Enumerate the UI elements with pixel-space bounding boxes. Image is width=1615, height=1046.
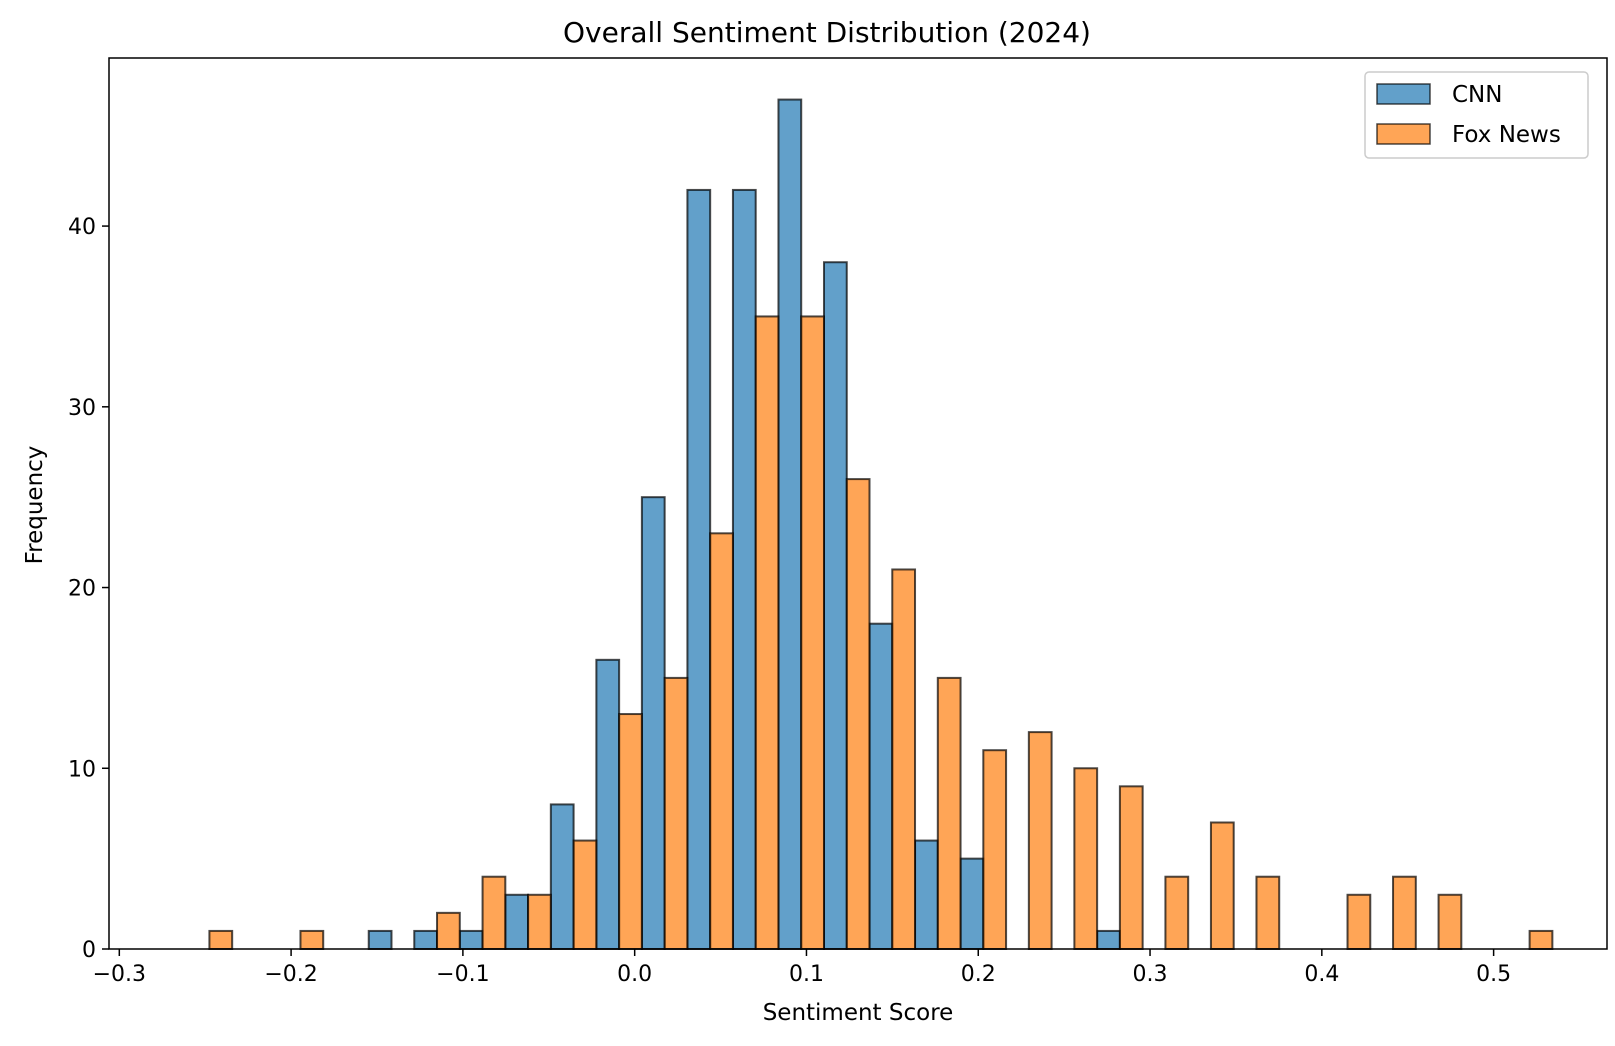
bar-cnn-12 bbox=[731, 188, 757, 950]
bars-layer bbox=[208, 98, 1554, 951]
bar-fox-news-18 bbox=[1027, 731, 1053, 950]
bar-fox-news-11 bbox=[709, 532, 734, 950]
legend: CNN Fox News bbox=[1364, 71, 1589, 159]
bar-cnn-5 bbox=[413, 929, 439, 950]
bar-fox-news-17 bbox=[982, 749, 1008, 951]
y-tick-label: 20 bbox=[68, 577, 96, 602]
bar-cnn-13 bbox=[777, 98, 803, 950]
x-tick-label: 0.1 bbox=[789, 962, 824, 987]
y-tick-label: 0 bbox=[82, 938, 96, 963]
bar-fox-news-10 bbox=[663, 676, 689, 951]
bar-fox-news-21 bbox=[1164, 875, 1190, 951]
bar-fox-news-6 bbox=[481, 875, 507, 951]
bar-cnn-4 bbox=[367, 929, 393, 950]
x-axis-ticks: −0.3 −0.2 −0.1 0.0 0.1 0.2 0.3 0.4 0.5 bbox=[93, 949, 1511, 987]
bar-fox-news-0 bbox=[208, 929, 234, 950]
legend-swatch-fox-news bbox=[1376, 123, 1431, 145]
bar-cnn-8 bbox=[549, 803, 575, 950]
y-tick-label: 10 bbox=[68, 757, 96, 782]
bar-fox-news-16 bbox=[936, 676, 962, 951]
bar-fox-news-22 bbox=[1209, 821, 1235, 950]
bar-cnn-7 bbox=[504, 893, 530, 951]
y-tick-label: 40 bbox=[68, 215, 96, 240]
bar-fox-news-14 bbox=[845, 478, 871, 950]
x-tick-label: −0.2 bbox=[264, 962, 317, 987]
bar-cnn-10 bbox=[640, 496, 666, 950]
bar-cnn-11 bbox=[686, 188, 712, 950]
legend-swatch-cnn bbox=[1376, 83, 1431, 105]
bar-fox-news-12 bbox=[754, 315, 780, 950]
chart-title: Overall Sentiment Distribution (2024) bbox=[563, 16, 1091, 49]
y-axis-label: Frequency bbox=[22, 446, 48, 565]
bar-fox-news-19 bbox=[1073, 767, 1099, 951]
bar-fox-news-9 bbox=[618, 713, 643, 950]
bar-cnn-14 bbox=[822, 261, 848, 951]
bar-cnn-9 bbox=[595, 658, 621, 951]
x-tick-label: 0.3 bbox=[1133, 962, 1168, 987]
y-tick-label: 30 bbox=[68, 396, 96, 421]
x-tick-label: 0.5 bbox=[1476, 962, 1511, 987]
bar-fox-news-15 bbox=[891, 568, 917, 950]
bar-cnn-20 bbox=[1096, 929, 1121, 950]
x-tick-label: 0.2 bbox=[961, 962, 996, 987]
x-tick-label: −0.3 bbox=[93, 962, 146, 987]
bar-cnn-6 bbox=[458, 929, 484, 950]
plot-frame bbox=[108, 57, 1608, 950]
bar-cnn-16 bbox=[914, 839, 939, 950]
bar-fox-news-27 bbox=[1437, 893, 1463, 951]
bar-fox-news-5 bbox=[436, 911, 461, 950]
bar-cnn-17 bbox=[959, 857, 985, 951]
x-tick-label: 0.0 bbox=[617, 962, 652, 987]
bar-fox-news-26 bbox=[1392, 875, 1417, 951]
x-tick-label: −0.1 bbox=[436, 962, 489, 987]
x-tick-label: 0.4 bbox=[1304, 962, 1339, 987]
x-axis-label: Sentiment Score bbox=[763, 1000, 954, 1026]
bar-fox-news-20 bbox=[1118, 785, 1144, 951]
legend-label-cnn: CNN bbox=[1452, 82, 1502, 108]
y-axis-ticks: 0 10 20 30 40 bbox=[68, 215, 109, 963]
bar-fox-news-2 bbox=[299, 929, 325, 950]
legend-label-fox-news: Fox News bbox=[1452, 122, 1561, 148]
bar-fox-news-13 bbox=[800, 315, 825, 950]
bar-cnn-15 bbox=[868, 622, 894, 950]
bar-fox-news-8 bbox=[572, 839, 598, 950]
bar-fox-news-25 bbox=[1346, 893, 1372, 951]
bar-fox-news-23 bbox=[1255, 875, 1281, 951]
bar-fox-news-29 bbox=[1528, 929, 1554, 950]
bar-fox-news-7 bbox=[527, 893, 552, 951]
